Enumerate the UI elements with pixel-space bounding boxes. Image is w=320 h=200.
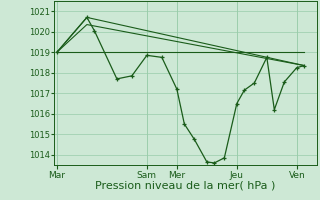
X-axis label: Pression niveau de la mer( hPa ): Pression niveau de la mer( hPa ) [95,181,276,191]
